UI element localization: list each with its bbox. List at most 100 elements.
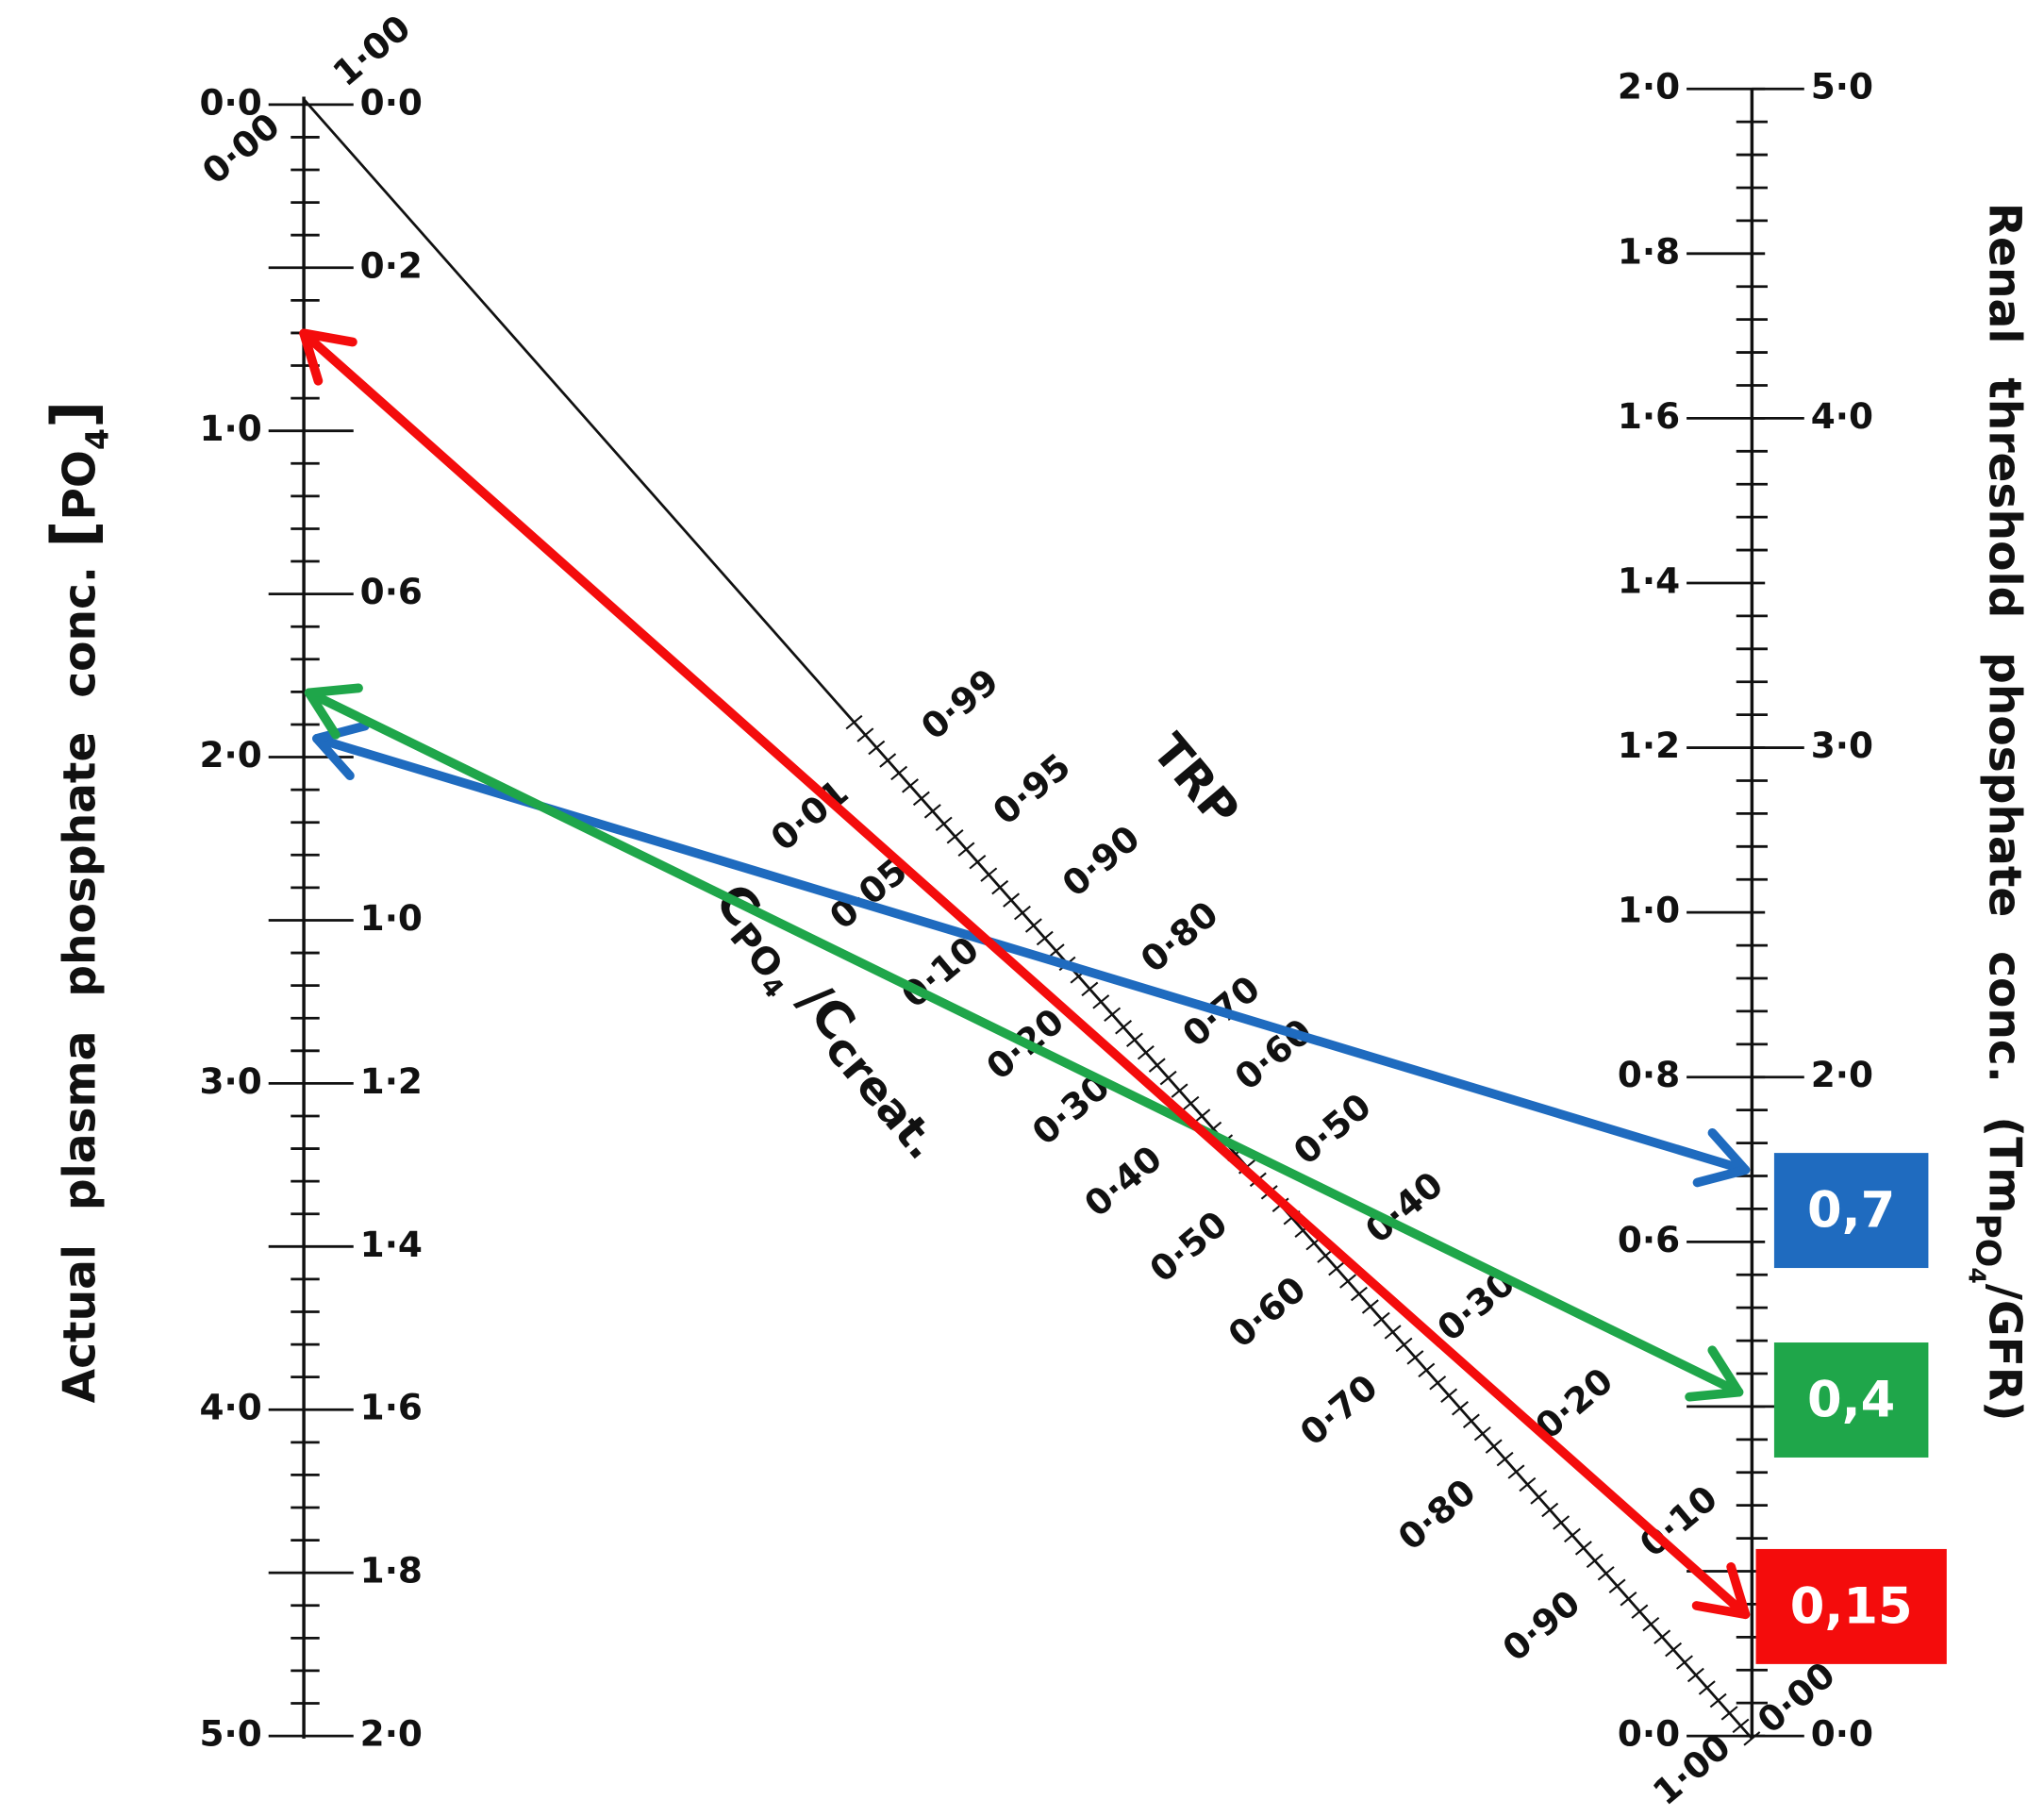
diagonal-tick	[1384, 1325, 1402, 1340]
diagonal-tick	[868, 740, 886, 756]
ratio-tick-label: 0·40	[1076, 1138, 1170, 1225]
left-inner-tick-label: 0·6	[360, 571, 423, 612]
left-outer-tick-label: 1·0	[200, 408, 262, 449]
diagonal-tick	[991, 879, 1009, 895]
right-axis-unit: 4	[1963, 1267, 1990, 1283]
diagonal-tick	[1732, 1718, 1750, 1734]
diagonal-tick	[1104, 1007, 1122, 1023]
diagonal-tick	[1372, 1311, 1390, 1327]
right-outer-tick-label: 0·0	[1811, 1713, 1873, 1755]
right-inner-tick-label: 1·0	[1618, 890, 1680, 931]
arrow-head	[312, 721, 370, 743]
diagonal-tick	[890, 765, 908, 781]
trp-tick-label: 0·95	[985, 745, 1078, 833]
result-box	[1773, 1342, 1929, 1458]
diagonal-tick	[1586, 1553, 1604, 1569]
diagonal-tick	[1137, 1044, 1155, 1060]
diagonal-tick	[1148, 1058, 1166, 1073]
right-inner-tick-label: 1·8	[1618, 230, 1680, 272]
diagonal-tick	[1485, 1439, 1503, 1454]
diagonal-tick	[1541, 1502, 1559, 1518]
diagonal-tick	[1361, 1299, 1379, 1314]
diagonal-tick	[946, 829, 964, 844]
result-arrow	[307, 689, 1741, 1397]
diagonal-tick	[1687, 1667, 1704, 1683]
diagonal-tick	[1159, 1070, 1177, 1086]
left-axis-symbol: ]	[40, 401, 109, 428]
diagonal-tick	[902, 778, 919, 793]
arrow-head	[299, 328, 357, 347]
diagonal-tick	[1193, 1109, 1211, 1124]
diagonal-tick	[1047, 943, 1065, 959]
left-inner-tick-label: 1·8	[360, 1550, 423, 1592]
diagonal-tick	[1418, 1362, 1436, 1378]
right-axis-unit: /GFR)	[1979, 1284, 2031, 1422]
diagonal-tick	[1507, 1464, 1525, 1479]
arrow-head	[1685, 1387, 1744, 1402]
diagonal-tick	[1665, 1642, 1683, 1658]
right-inner-tick-label: 0·6	[1618, 1219, 1680, 1260]
diagonal-tick	[1743, 1731, 1761, 1746]
diagonal-tick	[1462, 1413, 1480, 1428]
arrow-head	[1707, 1127, 1751, 1175]
diagonal-tick	[1350, 1286, 1368, 1302]
diagonal-tick	[1395, 1337, 1413, 1353]
left-axis-symbol: PO	[54, 450, 106, 521]
diagonal-tick	[1036, 930, 1054, 946]
right-inner-tick-label: 0·0	[1618, 1713, 1680, 1755]
diagonal-tick	[1709, 1692, 1727, 1709]
arrow-head	[304, 683, 363, 698]
diagonal-tick	[1440, 1388, 1458, 1404]
diagonal-tick	[1339, 1274, 1357, 1289]
right-axis-unit: PO	[1969, 1213, 2007, 1267]
right-outer-tick-label: 3·0	[1811, 725, 1873, 766]
left-axis-title-text: Actual plasma phosphate conc.	[54, 566, 106, 1403]
diagonal-line	[303, 98, 1753, 1740]
left-outer-tick-label: 0·0	[200, 81, 262, 123]
left-inner-tick-label: 1·0	[360, 897, 423, 939]
right-axis-title-text: Renal threshold phosphate conc. (Tm	[1979, 203, 2031, 1214]
diagonal-tick	[856, 727, 874, 742]
right-outer-tick-label: 5·0	[1811, 66, 1873, 108]
left-axis-symbol: [	[40, 521, 109, 548]
diagonal-tick	[1675, 1655, 1693, 1670]
result-label: 0,15	[1790, 1577, 1913, 1635]
arrow-head	[1726, 1561, 1751, 1620]
diagonal-tick	[1003, 892, 1021, 908]
diagonal-tick	[1608, 1578, 1626, 1593]
left-inner-tick-label: 0·0	[360, 81, 423, 123]
diagonal-tick	[1429, 1375, 1447, 1391]
trp-tick-label: 0·90	[1055, 817, 1148, 905]
arrow-head	[1692, 1165, 1751, 1188]
diagonal-tick	[1496, 1451, 1514, 1467]
left-axis-symbol: 4	[78, 428, 115, 450]
left-outer-tick-label: 3·0	[200, 1060, 262, 1102]
right-inner-tick-label: 0·8	[1618, 1054, 1680, 1095]
diagonal-tick	[1013, 905, 1031, 921]
trp-tick-label: 0·80	[1133, 892, 1226, 980]
left-inner-tick-label: 1·6	[360, 1387, 423, 1428]
diagonal-tick	[1182, 1095, 1200, 1111]
diagonal-tick	[1620, 1592, 1637, 1607]
diagonal-tick	[1125, 1032, 1143, 1047]
result-arrow	[300, 329, 1749, 1618]
ratio-tick-label: 0·90	[1495, 1582, 1588, 1670]
diagonal-tick	[1698, 1680, 1716, 1695]
diagonal-tick	[1519, 1476, 1537, 1492]
left-inner-tick-label: 1·2	[360, 1060, 423, 1102]
ratio-tick-label: 0·50	[1141, 1203, 1235, 1291]
right-outer-tick-label: 2·0	[1811, 1054, 1873, 1095]
ratio-label-part: creat.	[815, 1024, 949, 1169]
left-inner-tick-label: 2·0	[360, 1713, 423, 1755]
diagonal-tick	[1653, 1629, 1671, 1644]
diagonal-tick	[1642, 1616, 1660, 1632]
arrow-head	[1691, 1601, 1751, 1620]
diagonal-tick	[845, 714, 863, 730]
result-label: 0,4	[1807, 1371, 1895, 1428]
diagonal-tick	[1406, 1350, 1424, 1365]
diagonal-tick	[969, 854, 987, 870]
diagonal-tick	[1328, 1260, 1346, 1276]
diagonal-tick	[1081, 981, 1099, 997]
